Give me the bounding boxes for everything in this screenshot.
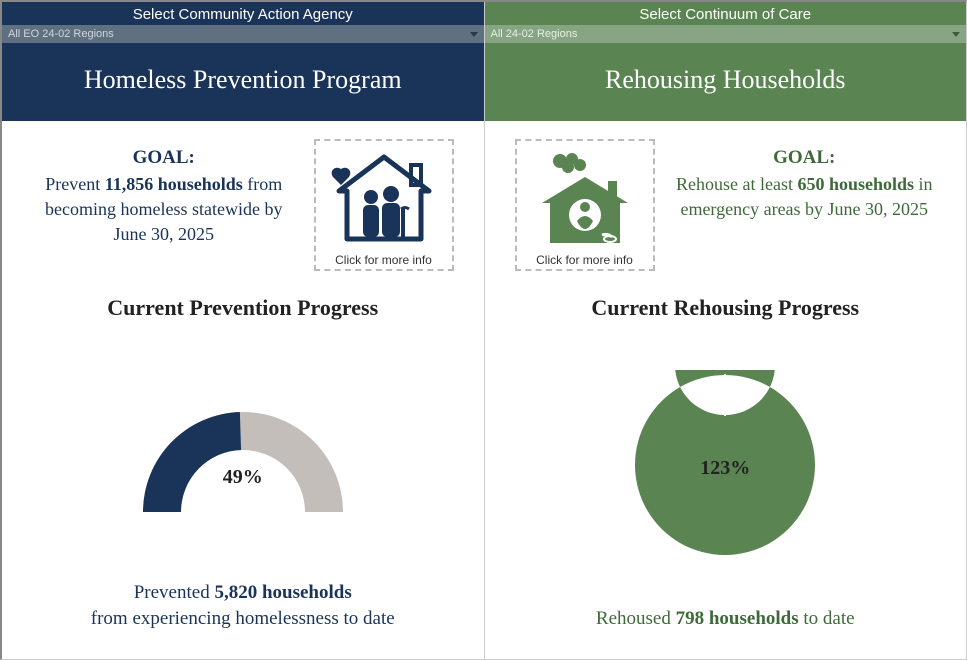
house-shelter-icon — [530, 149, 640, 249]
rehousing-goal-text: GOAL: Rehouse at least 650 households in… — [673, 139, 937, 222]
goal-label: GOAL: — [133, 147, 195, 168]
prevention-panel: Select Community Action Agency All EO 24… — [2, 2, 485, 659]
prevention-title: Homeless Prevention Program — [2, 43, 484, 121]
click-info-label: Click for more info — [525, 253, 645, 267]
goal-number: 11,856 households — [105, 174, 243, 194]
prevention-goal-text: GOAL: Prevent 11,856 households from bec… — [32, 139, 296, 247]
summary-prefix: Rehoused — [596, 608, 676, 629]
rehousing-header: Select Continuum of Care All 24-02 Regio… — [485, 2, 967, 121]
prevention-goal-row: GOAL: Prevent 11,856 households from bec… — [32, 139, 454, 271]
rehousing-summary: Rehoused 798 households to date — [515, 598, 937, 649]
click-info-label: Click for more info — [324, 253, 444, 267]
rehousing-info-button[interactable]: Click for more info — [515, 139, 655, 271]
summary-bold: 5,820 households — [214, 582, 351, 603]
prevention-header: Select Community Action Agency All EO 24… — [2, 2, 484, 121]
agency-select-label: Select Community Action Agency — [2, 2, 484, 25]
chevron-down-icon — [952, 32, 960, 37]
goal-label: GOAL: — [773, 147, 835, 168]
agency-dropdown[interactable]: All EO 24-02 Regions — [2, 25, 484, 43]
prevention-content: GOAL: Prevent 11,856 households from bec… — [2, 121, 484, 659]
coc-dropdown[interactable]: All 24-02 Regions — [485, 25, 967, 43]
rehousing-goal-row: Click for more info GOAL: Rehouse at lea… — [515, 139, 937, 271]
summary-bold: 798 households — [676, 608, 799, 629]
agency-dropdown-value: All EO 24-02 Regions — [8, 28, 114, 40]
house-family-icon — [329, 149, 439, 249]
summary-prefix: Prevented — [134, 582, 215, 603]
summary-suffix: to date — [799, 608, 855, 629]
rehousing-gauge: 123% — [515, 331, 937, 598]
rehousing-content: Click for more info GOAL: Rehouse at lea… — [485, 121, 967, 659]
rehousing-title: Rehousing Households — [485, 43, 967, 121]
goal-number: 650 households — [797, 174, 914, 194]
rehousing-percent-label: 123% — [700, 457, 750, 480]
coc-dropdown-value: All 24-02 Regions — [491, 28, 578, 40]
prevention-progress-title: Current Prevention Progress — [32, 295, 454, 321]
rehousing-panel: Select Continuum of Care All 24-02 Regio… — [485, 2, 967, 659]
prevention-gauge: 49% — [32, 331, 454, 571]
rehousing-progress-title: Current Rehousing Progress — [515, 295, 937, 321]
prevention-summary: Prevented 5,820 households from experien… — [32, 572, 454, 649]
prevention-percent-label: 49% — [223, 466, 263, 489]
coc-select-label: Select Continuum of Care — [485, 2, 967, 25]
dashboard-container: Select Community Action Agency All EO 24… — [0, 0, 967, 660]
goal-prefix: Rehouse at least — [676, 174, 797, 194]
chevron-down-icon — [470, 32, 478, 37]
prevention-info-button[interactable]: Click for more info — [314, 139, 454, 271]
semi-donut-chart — [123, 387, 363, 517]
summary-suffix: from experiencing homelessness to date — [91, 608, 395, 629]
goal-prefix: Prevent — [45, 174, 104, 194]
